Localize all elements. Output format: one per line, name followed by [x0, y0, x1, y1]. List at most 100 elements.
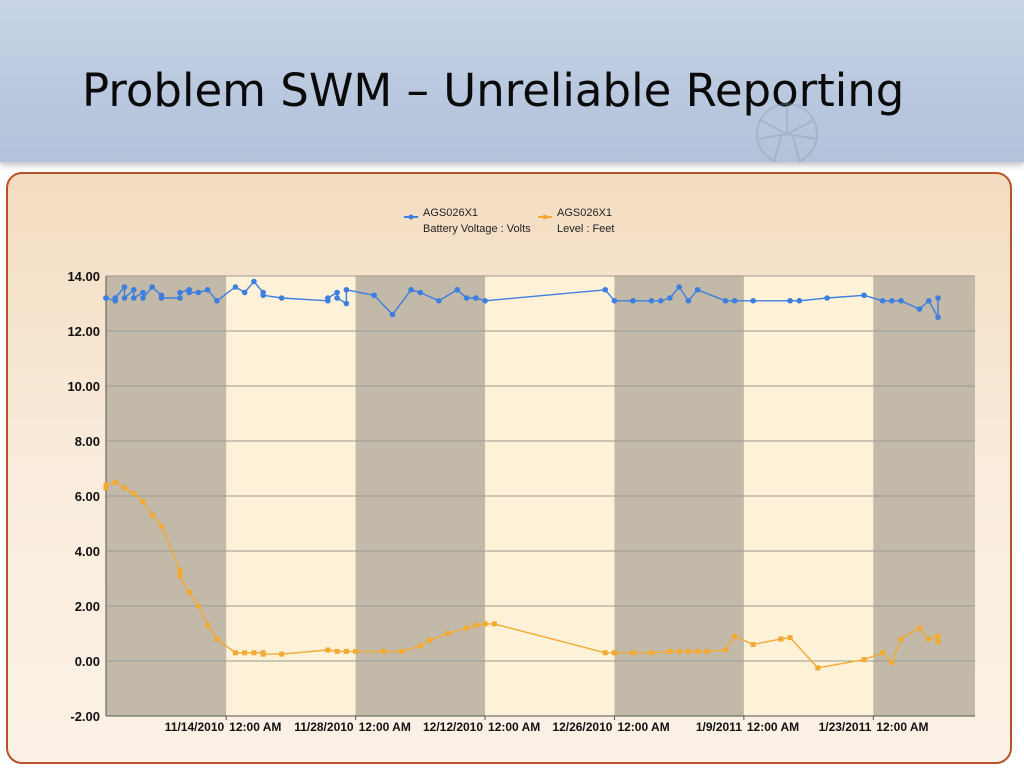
- data-point: [657, 297, 664, 304]
- data-point: [334, 648, 340, 654]
- x-tick-label: 11/14/2010: [165, 720, 225, 734]
- data-point: [140, 289, 146, 296]
- data-point: [824, 295, 830, 301]
- legend-marker: [543, 215, 547, 219]
- legend-series-name: AGS026X1: [423, 207, 478, 219]
- y-tick-label: 4.00: [75, 544, 100, 559]
- data-point: [732, 633, 738, 639]
- data-point: [482, 621, 488, 627]
- data-point: [232, 650, 238, 656]
- x-tick-label-time: 12:00 AM: [229, 720, 281, 734]
- data-point: [130, 286, 137, 293]
- x-tick-label: 11/28/2010: [294, 720, 354, 734]
- data-point: [205, 622, 211, 628]
- data-point: [602, 650, 608, 656]
- data-point: [389, 311, 396, 318]
- data-point: [103, 482, 109, 488]
- data-point: [472, 295, 479, 301]
- data-point: [251, 278, 257, 285]
- data-point: [898, 297, 904, 304]
- legend-series-subtitle: Battery Voltage : Volts: [423, 223, 531, 235]
- data-point: [704, 648, 710, 654]
- data-point: [131, 490, 137, 496]
- data-point: [694, 286, 701, 293]
- data-point: [898, 636, 904, 642]
- data-point: [685, 648, 691, 654]
- data-point: [787, 635, 793, 641]
- data-point: [935, 633, 941, 639]
- data-point: [149, 512, 155, 518]
- y-tick-label: 10.00: [67, 379, 100, 394]
- x-tick-label-time: 12:00 AM: [359, 720, 411, 734]
- data-point: [343, 300, 350, 307]
- data-point: [454, 286, 461, 293]
- data-point: [861, 292, 867, 299]
- data-point: [436, 297, 442, 304]
- data-point: [750, 297, 756, 304]
- data-point: [861, 657, 867, 663]
- data-point: [935, 639, 941, 645]
- data-point: [232, 284, 239, 290]
- data-point: [630, 297, 636, 304]
- data-point: [888, 297, 895, 304]
- legend-series-name: AGS026X1: [557, 207, 612, 219]
- data-point: [251, 650, 257, 656]
- data-point: [417, 643, 423, 649]
- data-point: [112, 295, 119, 301]
- data-point: [121, 284, 128, 290]
- data-point: [935, 314, 941, 321]
- data-point: [103, 295, 109, 301]
- x-tick-label-time: 12:00 AM: [876, 720, 928, 734]
- slide-title: Problem SWM – Unreliable Reporting: [82, 64, 905, 117]
- data-point: [177, 573, 183, 579]
- data-point: [815, 665, 821, 671]
- data-point: [916, 306, 923, 312]
- data-point: [602, 286, 609, 293]
- data-point: [667, 295, 673, 301]
- data-point: [140, 499, 146, 504]
- data-point: [325, 295, 331, 301]
- data-point: [491, 621, 497, 627]
- data-point: [177, 295, 183, 301]
- data-point: [676, 648, 682, 654]
- data-point: [787, 297, 793, 304]
- data-point: [130, 295, 137, 301]
- data-point: [676, 284, 682, 290]
- y-tick-label: 0.00: [75, 654, 100, 669]
- data-point: [325, 647, 331, 653]
- data-point: [343, 286, 350, 293]
- data-point: [241, 289, 248, 296]
- data-point: [260, 651, 266, 657]
- x-tick-label: 1/23/2011: [819, 720, 872, 734]
- data-point: [685, 297, 692, 304]
- data-point: [121, 295, 128, 301]
- data-point: [334, 295, 340, 301]
- series-layer: [103, 278, 941, 671]
- data-point: [214, 297, 220, 304]
- data-point: [935, 295, 941, 301]
- legend-series-subtitle: Level : Feet: [557, 223, 614, 235]
- data-point: [796, 297, 803, 304]
- legend-marker: [408, 214, 414, 220]
- y-tick-label: 6.00: [75, 489, 100, 504]
- data-point: [695, 648, 701, 654]
- y-tick-label: 14.00: [67, 269, 100, 284]
- windmill-watermark-icon: [756, 102, 818, 162]
- slide-header: Problem SWM – Unreliable Reporting: [0, 0, 1024, 162]
- data-point: [427, 637, 433, 643]
- data-point: [473, 622, 479, 628]
- data-point: [731, 297, 738, 304]
- data-point: [158, 295, 165, 301]
- x-tick-label-time: 12:00 AM: [747, 720, 799, 734]
- data-point: [112, 479, 118, 485]
- data-point: [917, 625, 923, 631]
- x-tick-label-time: 12:00 AM: [617, 720, 669, 734]
- y-tick-label: 8.00: [75, 434, 100, 449]
- data-point: [177, 567, 183, 573]
- data-point: [925, 297, 932, 304]
- data-point: [186, 289, 193, 296]
- data-point: [353, 648, 359, 654]
- data-point: [482, 297, 488, 304]
- data-point: [186, 589, 192, 595]
- y-tick-label: 12.00: [67, 324, 100, 339]
